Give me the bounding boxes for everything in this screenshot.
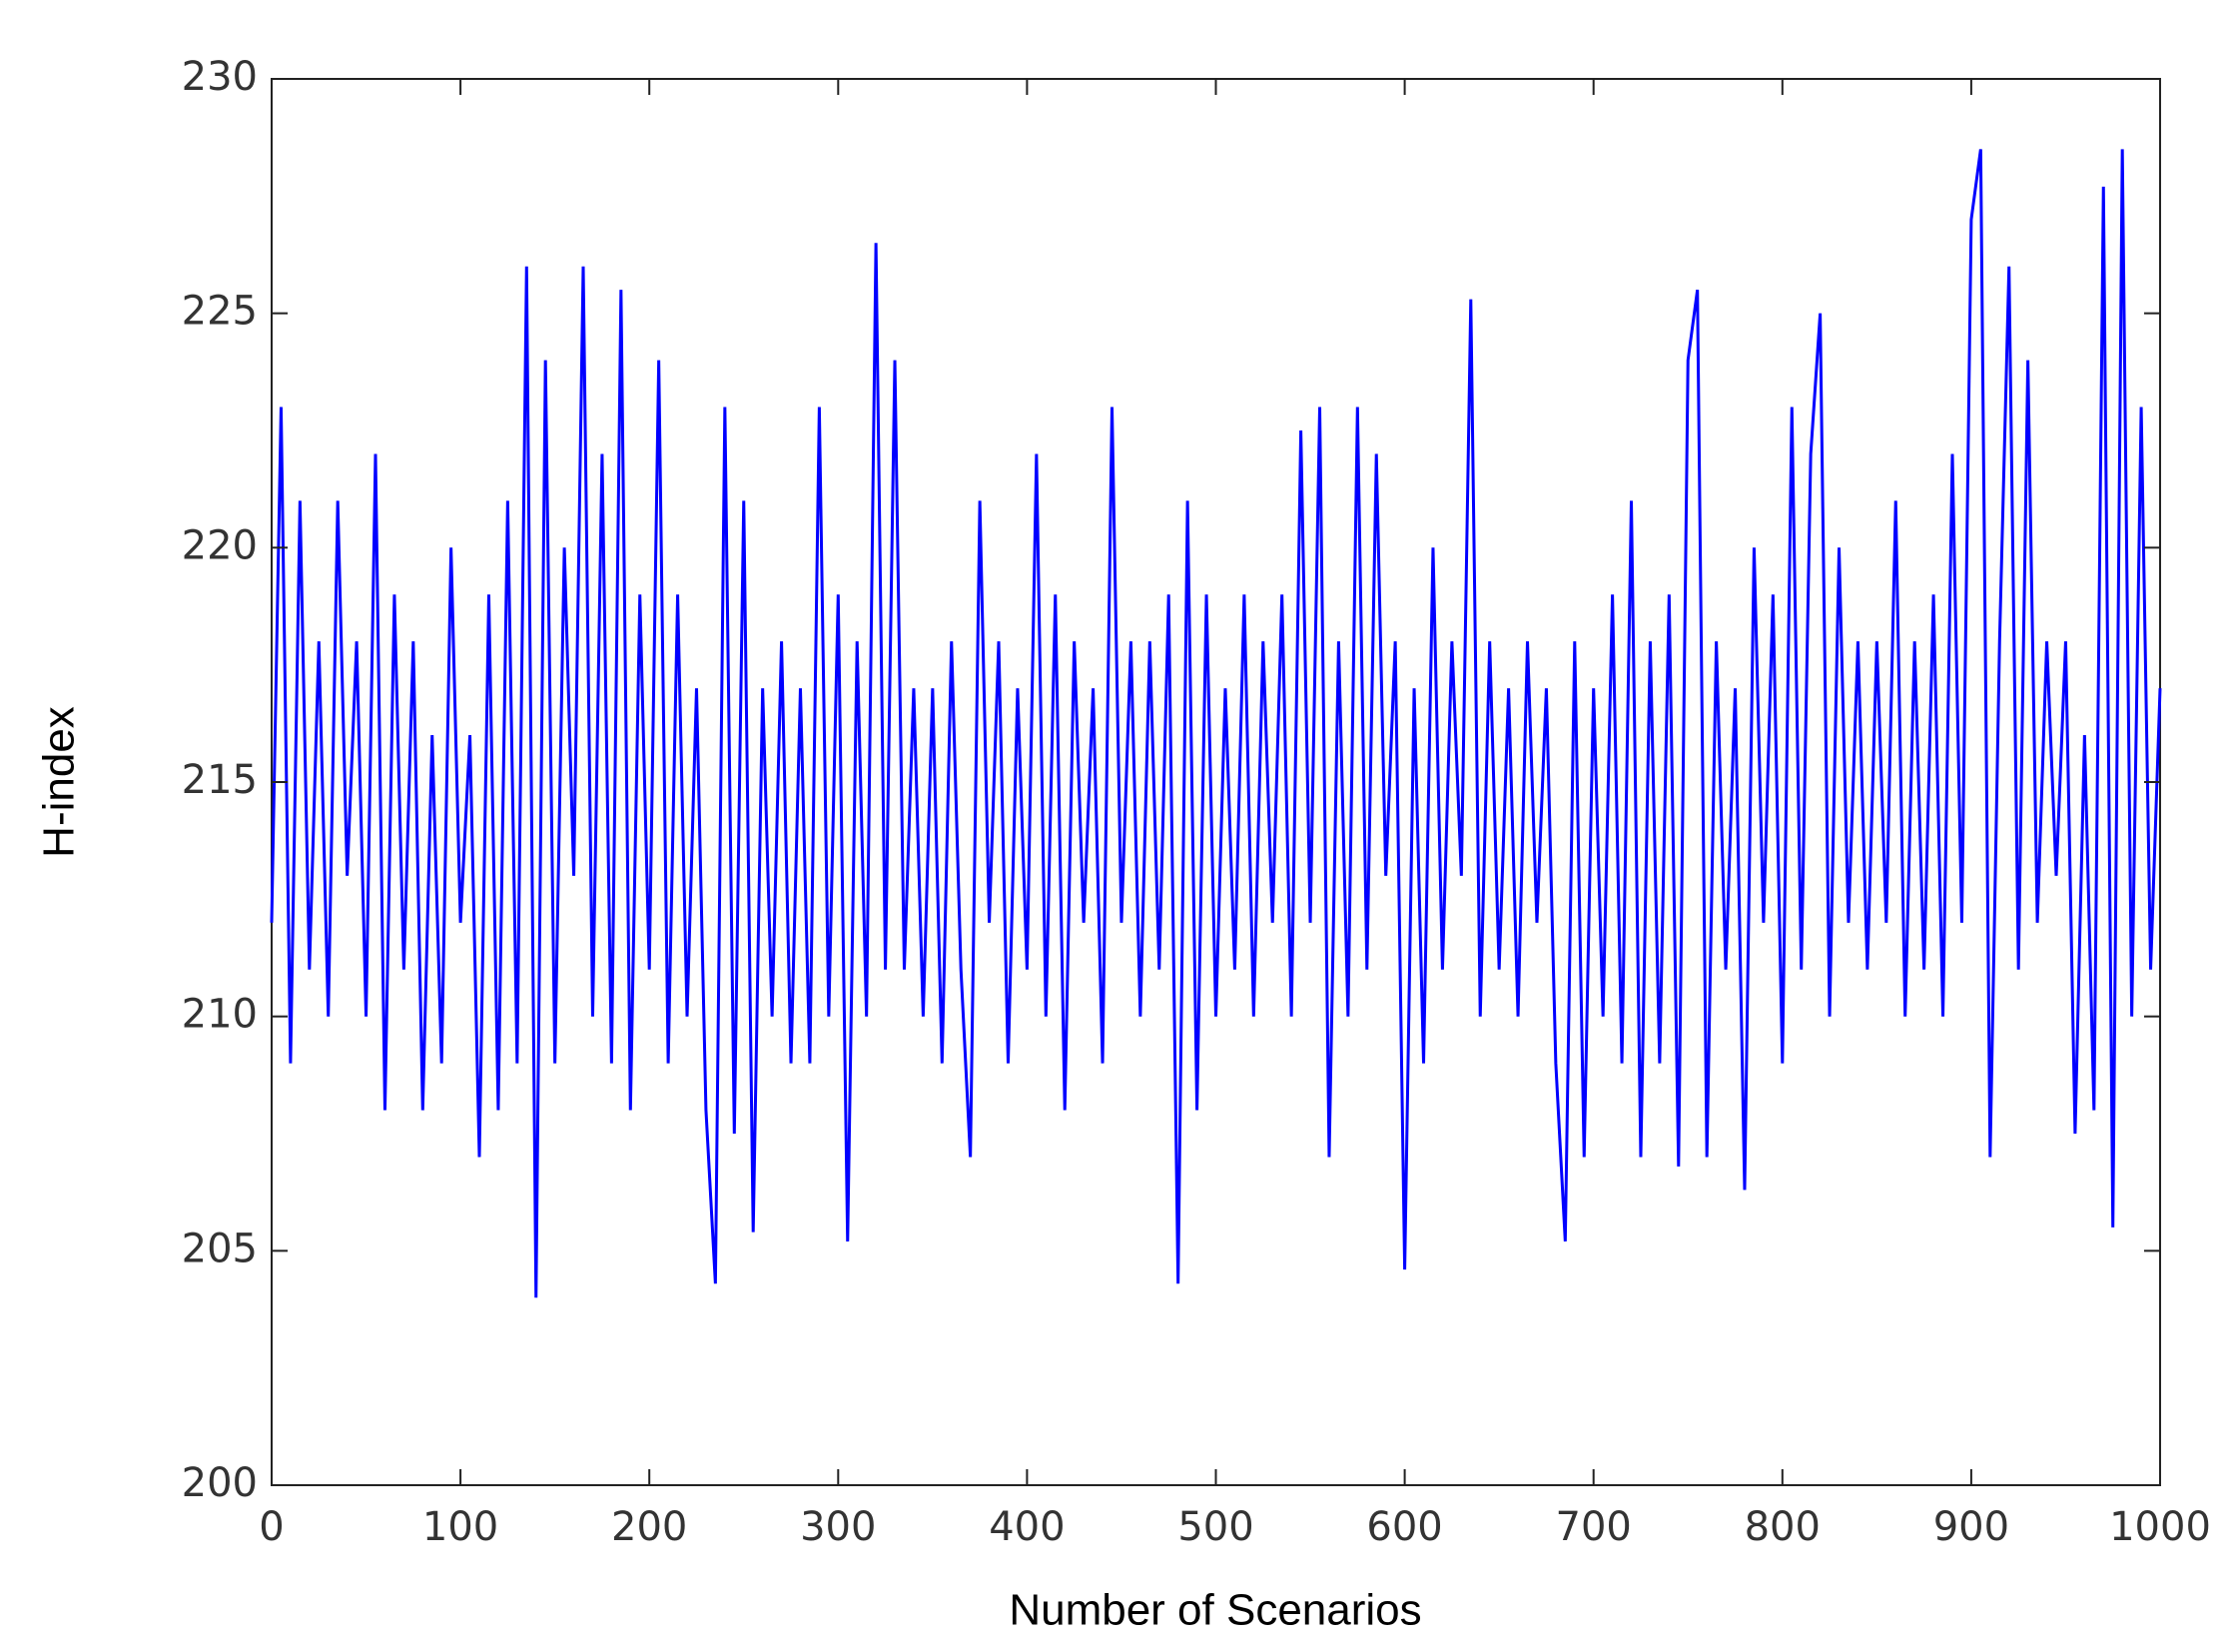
x-tick-label: 400 bbox=[989, 1504, 1065, 1550]
x-tick-label: 800 bbox=[1745, 1504, 1821, 1550]
x-tick-label: 300 bbox=[800, 1504, 876, 1550]
x-tick-label: 500 bbox=[1177, 1504, 1253, 1550]
y-tick-label: 210 bbox=[182, 992, 258, 1038]
y-axis-label: H-index bbox=[35, 706, 84, 858]
plot-frame bbox=[271, 78, 2161, 1486]
y-tick-label: 205 bbox=[182, 1226, 258, 1271]
y-tick-label: 225 bbox=[182, 289, 258, 335]
y-tick-label: 215 bbox=[182, 757, 258, 803]
y-tick-label: 230 bbox=[182, 54, 258, 100]
x-tick-label: 700 bbox=[1556, 1504, 1632, 1550]
y-tick-label: 220 bbox=[182, 522, 258, 568]
x-tick-label: 100 bbox=[422, 1504, 498, 1550]
y-tick-label: 200 bbox=[182, 1460, 258, 1506]
x-tick-label: 900 bbox=[1933, 1504, 2009, 1550]
x-axis-label: Number of Scenarios bbox=[1009, 1586, 1421, 1635]
x-tick-label: 1000 bbox=[2109, 1504, 2211, 1550]
x-tick-label: 600 bbox=[1366, 1504, 1442, 1550]
x-tick-label: 0 bbox=[259, 1504, 284, 1550]
x-tick-label: 200 bbox=[611, 1504, 687, 1550]
data-line bbox=[270, 149, 2162, 1298]
